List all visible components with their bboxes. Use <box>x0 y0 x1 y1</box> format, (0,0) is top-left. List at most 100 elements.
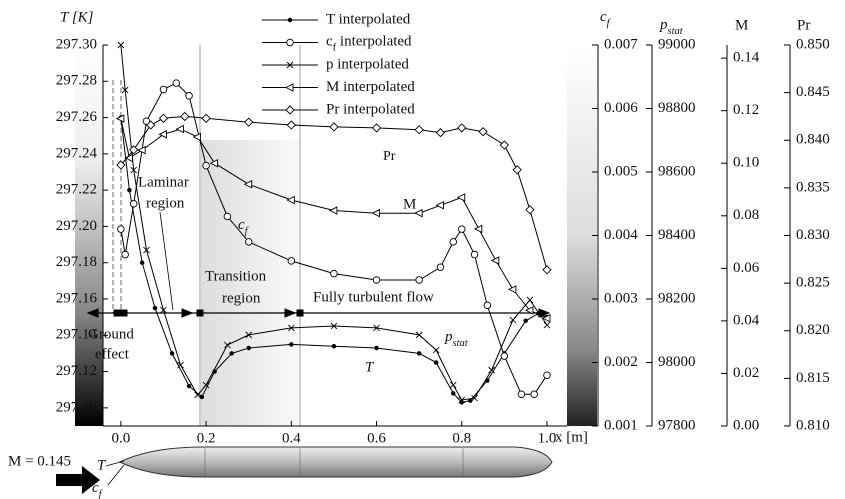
point <box>415 276 423 284</box>
point <box>186 383 192 389</box>
point <box>329 122 339 132</box>
point <box>117 41 125 49</box>
x-tick-label: 0.2 <box>197 430 216 446</box>
flow-arrow <box>56 466 100 494</box>
point <box>202 381 210 389</box>
pointer <box>107 464 125 486</box>
point <box>159 85 168 94</box>
y-tick-label: 0.840 <box>796 132 830 148</box>
point <box>129 145 139 155</box>
series-line <box>120 117 548 403</box>
series-line <box>120 44 548 401</box>
point <box>194 391 201 399</box>
y-tick-label: 0.830 <box>796 227 830 243</box>
y-tick-label: 297.28 <box>56 73 97 89</box>
curve-label: pstat <box>444 329 469 348</box>
point <box>415 331 423 339</box>
y-tick-label: 0.820 <box>796 322 830 338</box>
point <box>330 269 338 278</box>
point <box>523 318 528 324</box>
y-tick-label: 0.005 <box>604 163 638 179</box>
point <box>244 238 253 246</box>
legend-marker <box>286 38 294 47</box>
point <box>435 201 444 210</box>
legend-marker <box>284 83 294 92</box>
y-tick-label: 0.10 <box>733 155 759 171</box>
point <box>169 351 175 356</box>
point <box>374 345 379 351</box>
point <box>137 145 146 155</box>
y-tick-label: 98400 <box>658 227 696 243</box>
point <box>459 400 465 405</box>
point <box>450 391 456 396</box>
y-tick-label: 98600 <box>658 163 696 179</box>
y-tick-label: 297.26 <box>56 109 98 125</box>
body-label: cf <box>92 480 104 499</box>
point <box>526 296 534 304</box>
point <box>524 306 534 315</box>
point <box>449 381 457 389</box>
point <box>414 125 424 135</box>
annotation: effect <box>95 346 130 362</box>
point <box>117 225 125 233</box>
point <box>130 166 137 174</box>
point <box>202 161 210 170</box>
point <box>209 159 219 168</box>
body-label: T <box>97 457 107 473</box>
point <box>507 285 517 294</box>
y-tick-label: 97800 <box>658 417 696 433</box>
point <box>246 345 251 351</box>
point <box>180 111 190 122</box>
point <box>433 360 439 365</box>
point <box>432 346 440 354</box>
point <box>146 120 156 130</box>
point <box>490 256 500 265</box>
point <box>201 113 211 123</box>
point <box>457 123 467 133</box>
y-axis-label: T [K] <box>60 9 94 25</box>
y-tick-label: 0.845 <box>796 84 830 100</box>
point <box>286 120 296 130</box>
y-tick-label: 0.815 <box>796 370 830 386</box>
y-tick-label: 297.24 <box>56 145 98 161</box>
point <box>471 394 478 402</box>
point <box>289 342 294 347</box>
point <box>470 250 479 259</box>
point <box>458 396 466 404</box>
point <box>229 351 234 356</box>
legend-label: M interpolated <box>326 79 415 95</box>
x-tick-label: 0.0 <box>112 430 131 446</box>
y-tick-label: 98200 <box>658 290 696 306</box>
curve-label: T <box>365 359 375 375</box>
point <box>509 316 517 324</box>
point <box>175 124 184 134</box>
point <box>121 250 129 259</box>
y-tick-label: 297.16 <box>56 290 98 306</box>
legend-label: T interpolated <box>326 11 411 27</box>
y-tick-label: 297.20 <box>56 218 97 234</box>
annotation: Laminar <box>138 174 189 190</box>
y-tick-label: 99000 <box>658 36 696 52</box>
y-tick-label: 0.835 <box>796 179 830 195</box>
point <box>414 208 423 218</box>
point <box>371 123 382 133</box>
point <box>192 132 202 142</box>
legend-label: Pr interpolated <box>326 101 415 117</box>
point <box>121 86 129 94</box>
y-tick-label: 0.02 <box>733 365 759 381</box>
point <box>435 127 446 138</box>
y-axis-label: Pr <box>797 17 810 33</box>
point <box>127 187 132 193</box>
transition-shade <box>201 140 300 426</box>
annotation: region <box>146 195 185 211</box>
series-line <box>120 115 548 270</box>
y-tick-label: 297.22 <box>56 182 97 198</box>
curve-label: cf <box>238 217 250 236</box>
point <box>525 205 535 215</box>
y-tick-label: 297.10 <box>56 399 97 415</box>
point <box>199 394 205 400</box>
point <box>143 246 150 254</box>
point <box>373 324 380 332</box>
point <box>330 322 338 330</box>
